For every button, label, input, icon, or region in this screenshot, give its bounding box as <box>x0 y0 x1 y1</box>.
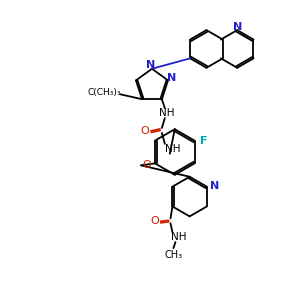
Text: NH: NH <box>171 232 186 242</box>
Text: O: O <box>141 126 149 136</box>
Text: N: N <box>210 181 219 191</box>
Text: N: N <box>167 74 177 83</box>
Text: O: O <box>150 216 159 226</box>
Text: N: N <box>146 60 156 70</box>
Text: CH₃: CH₃ <box>164 250 182 260</box>
Text: NH: NH <box>159 108 175 118</box>
Text: O: O <box>143 160 152 170</box>
Text: N: N <box>232 22 242 32</box>
Text: F: F <box>200 136 207 146</box>
Text: C(CH₃)₃: C(CH₃)₃ <box>88 88 121 97</box>
Text: NH: NH <box>165 144 181 154</box>
